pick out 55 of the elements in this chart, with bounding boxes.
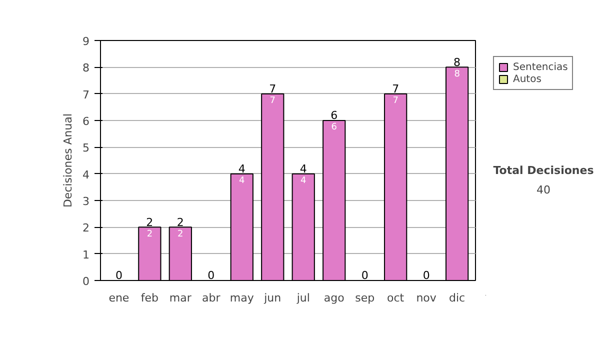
- total-label: 6: [330, 109, 338, 122]
- total-label: 0: [361, 269, 368, 282]
- x-tick-label: oct: [387, 292, 405, 304]
- bar: [322, 120, 346, 280]
- data-label: 2: [178, 229, 184, 240]
- x-tick-label: jul: [296, 292, 310, 304]
- total-label: 0: [115, 269, 122, 282]
- y-tick-label: 9: [82, 35, 90, 48]
- data-label: 7: [270, 96, 276, 106]
- x-tick-label: nov: [416, 292, 437, 304]
- bar: [445, 66, 469, 280]
- data-label: 6: [331, 122, 338, 133]
- x-tick-label: sep: [355, 292, 375, 304]
- x-tick-label: ago: [324, 292, 345, 304]
- bar: [292, 173, 315, 280]
- total-label: 7: [392, 82, 400, 96]
- x-tick-label: dic: [449, 292, 466, 304]
- data-label: 4: [300, 176, 307, 186]
- bar: [230, 173, 254, 280]
- legend-label: Sentencias: [513, 61, 568, 73]
- y-tick-label: 0: [82, 275, 90, 288]
- x-tick-label: feb: [140, 292, 159, 304]
- x-tick-label: mar: [169, 292, 192, 304]
- data-label: 8: [454, 69, 460, 80]
- text: 40: [536, 184, 550, 196]
- bar: [138, 226, 162, 280]
- x-tick-label: jun: [263, 292, 282, 304]
- legend-label: Autos: [513, 73, 542, 85]
- total-label: 4: [238, 162, 246, 176]
- y-tick-label: 3: [82, 195, 90, 208]
- x-tick-label: abr: [202, 292, 221, 304]
- y-axis-title: Decisiones Anual: [62, 113, 74, 208]
- y-tick-label: 2: [82, 222, 90, 235]
- y-tick-label: 6: [82, 115, 90, 128]
- total-label: 0: [422, 269, 430, 282]
- total-label: 4: [300, 162, 307, 176]
- bar: [261, 93, 284, 280]
- x-tick-label: may: [230, 292, 254, 304]
- x-tick-label: ene: [108, 292, 130, 304]
- total-label: 2: [146, 216, 154, 229]
- bar: [384, 93, 408, 280]
- y-tick-label: 7: [82, 88, 90, 102]
- total-label: 7: [269, 82, 276, 96]
- data-label: 4: [239, 176, 246, 186]
- total-label: 8: [454, 56, 461, 69]
- y-tick-label: 5: [82, 142, 90, 155]
- bar: [168, 226, 192, 280]
- text: Total Decisiones: [493, 164, 594, 177]
- total-label: 2: [176, 216, 184, 229]
- data-label: 2: [146, 229, 153, 240]
- y-tick-label: 8: [82, 62, 90, 75]
- y-tick-label: 1: [82, 248, 90, 262]
- data-label: 7: [392, 96, 398, 106]
- total-label: 0: [208, 269, 215, 282]
- y-tick-label: 4: [82, 168, 90, 182]
